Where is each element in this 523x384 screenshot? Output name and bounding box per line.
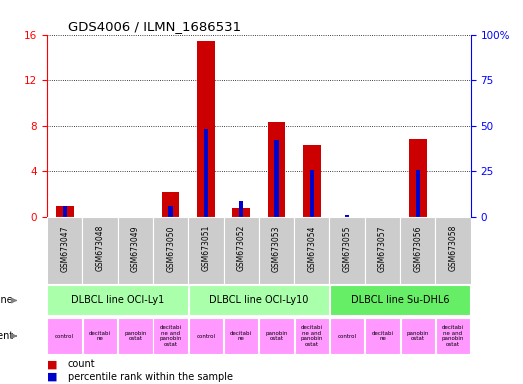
Bar <box>232 208 250 217</box>
Bar <box>436 318 470 354</box>
Bar <box>162 192 179 217</box>
Text: panobin
ostat: panobin ostat <box>124 331 146 341</box>
Text: ■: ■ <box>47 359 58 369</box>
Bar <box>401 318 435 354</box>
Text: GDS4006 / ILMN_1686531: GDS4006 / ILMN_1686531 <box>68 20 242 33</box>
Text: GSM673049: GSM673049 <box>131 225 140 271</box>
Bar <box>365 318 400 354</box>
Bar <box>189 318 223 354</box>
Text: GSM673057: GSM673057 <box>378 225 387 271</box>
Bar <box>153 217 188 284</box>
Bar <box>330 285 470 316</box>
Bar <box>83 318 117 354</box>
Bar <box>48 318 82 354</box>
Bar <box>47 217 83 284</box>
Text: control: control <box>55 333 74 339</box>
Bar <box>197 41 215 217</box>
Bar <box>330 318 365 354</box>
Text: ■: ■ <box>47 372 58 382</box>
Text: GSM673047: GSM673047 <box>60 225 69 271</box>
Bar <box>63 206 67 217</box>
Text: GSM673056: GSM673056 <box>413 225 422 271</box>
Text: GSM673048: GSM673048 <box>96 225 105 271</box>
Bar <box>118 217 153 284</box>
Bar <box>118 318 153 354</box>
Text: cell line: cell line <box>0 295 13 306</box>
Bar <box>294 318 329 354</box>
Text: GSM673054: GSM673054 <box>308 225 316 271</box>
Bar <box>56 205 74 217</box>
Text: control: control <box>338 333 357 339</box>
Text: decitabi
ne: decitabi ne <box>89 331 111 341</box>
Text: DLBCL line OCI-Ly10: DLBCL line OCI-Ly10 <box>209 295 309 306</box>
Bar <box>188 217 223 284</box>
Text: GSM673050: GSM673050 <box>166 225 175 271</box>
Text: decitabi
ne and
panobin
ostat: decitabi ne and panobin ostat <box>160 325 182 347</box>
Bar <box>83 217 118 284</box>
Bar <box>153 318 188 354</box>
Text: GSM673051: GSM673051 <box>201 225 210 271</box>
Text: GSM673058: GSM673058 <box>449 225 458 271</box>
Bar <box>416 170 420 217</box>
Text: DLBCL line OCI-Ly1: DLBCL line OCI-Ly1 <box>71 295 164 306</box>
Text: DLBCL line Su-DHL6: DLBCL line Su-DHL6 <box>351 295 449 306</box>
Text: decitabi
ne and
panobin
ostat: decitabi ne and panobin ostat <box>301 325 323 347</box>
Text: panobin
ostat: panobin ostat <box>265 331 288 341</box>
Bar <box>189 285 329 316</box>
Bar <box>48 285 188 316</box>
Bar <box>365 217 400 284</box>
Bar <box>294 217 329 284</box>
Bar <box>275 141 279 217</box>
Bar <box>204 129 208 217</box>
Bar <box>409 139 427 217</box>
Text: GSM673052: GSM673052 <box>237 225 246 271</box>
Bar <box>268 122 286 217</box>
Bar <box>168 206 173 217</box>
Bar <box>303 145 321 217</box>
Text: decitabi
ne: decitabi ne <box>371 331 393 341</box>
Bar <box>345 215 349 217</box>
Text: control: control <box>197 333 215 339</box>
Bar <box>239 200 243 217</box>
Bar <box>223 217 259 284</box>
Text: decitabi
ne and
panobin
ostat: decitabi ne and panobin ostat <box>442 325 464 347</box>
Bar <box>329 217 365 284</box>
Bar <box>259 217 294 284</box>
Bar <box>224 318 258 354</box>
Bar <box>259 318 294 354</box>
Text: GSM673053: GSM673053 <box>272 225 281 271</box>
Bar <box>310 170 314 217</box>
Text: panobin
ostat: panobin ostat <box>406 331 429 341</box>
Text: percentile rank within the sample: percentile rank within the sample <box>68 372 233 382</box>
Bar <box>435 217 471 284</box>
Bar <box>400 217 435 284</box>
Text: agent: agent <box>0 331 13 341</box>
Text: GSM673055: GSM673055 <box>343 225 351 271</box>
Text: count: count <box>68 359 96 369</box>
Text: decitabi
ne: decitabi ne <box>230 331 252 341</box>
